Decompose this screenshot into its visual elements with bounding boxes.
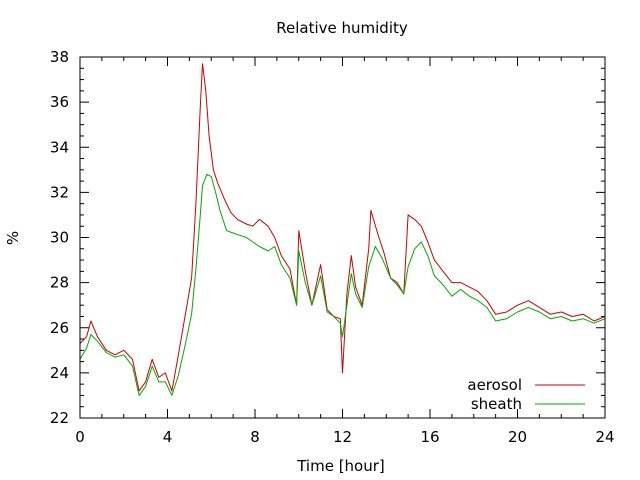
series-lines xyxy=(79,63,606,396)
x-tick-label: 8 xyxy=(250,428,260,446)
y-tick-label: 38 xyxy=(50,48,69,66)
x-tick-label: 24 xyxy=(595,428,614,446)
series-line-sheath xyxy=(79,173,606,396)
x-tick-label: 16 xyxy=(420,428,439,446)
series-line-aerosol xyxy=(79,63,606,392)
y-tick-label: 26 xyxy=(50,319,69,337)
legend-label-aerosol: aerosol xyxy=(467,376,522,394)
y-tick-label: 28 xyxy=(50,274,69,292)
x-tick-label: 20 xyxy=(508,428,527,446)
x-tick-label: 12 xyxy=(333,428,352,446)
plot-frame xyxy=(79,56,606,419)
y-tick-label: 32 xyxy=(50,183,69,201)
x-axis-label: Time [hour] xyxy=(296,457,385,475)
x-tick-label: 0 xyxy=(75,428,85,446)
x-tick-label: 4 xyxy=(163,428,173,446)
legend-label-sheath: sheath xyxy=(471,395,522,413)
y-tick-label: 30 xyxy=(50,229,69,247)
chart-title: Relative humidity xyxy=(276,19,408,37)
y-tick-label: 34 xyxy=(50,138,69,156)
legend: aerosol sheath xyxy=(467,376,585,413)
y-tick-label: 24 xyxy=(50,364,69,382)
y-tick-label: 36 xyxy=(50,93,69,111)
y-tick-label: 22 xyxy=(50,409,69,427)
y-axis-label: % xyxy=(4,231,22,245)
